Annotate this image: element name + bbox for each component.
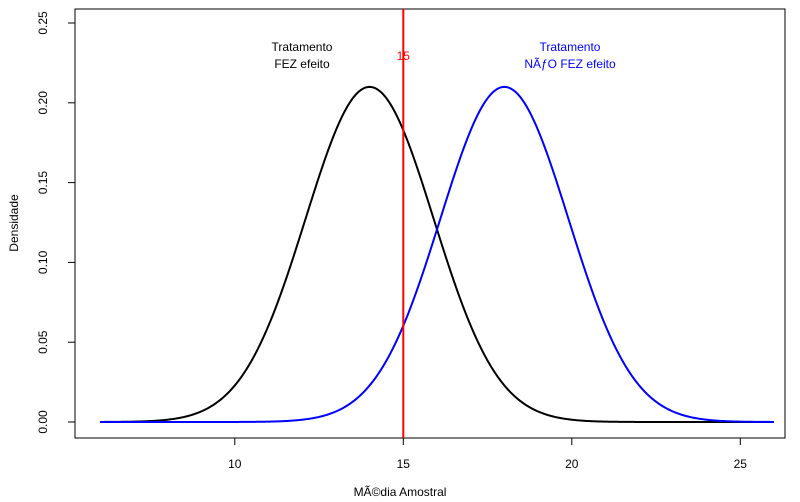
y-tick-label: 0.05 [36,330,50,354]
x-tick-label: 10 [228,457,242,471]
y-tick-label: 0.15 [36,171,50,195]
annotation-line: Tratamento [272,40,333,54]
plot-box [74,8,786,439]
curves: 15 [100,9,774,438]
y-tick-label: 0.25 [36,11,50,35]
x-tick-label: 25 [734,457,748,471]
y-tick-label: 0.00 [36,410,50,434]
annotations: Tratamento FEZ efeito Tratamento NÃƒO FEZ e… [272,40,616,71]
x-axis: 10 15 20 25 [228,437,748,471]
x-tick-label: 20 [565,457,579,471]
y-tick-label: 0.10 [36,250,50,274]
density-curve-2 [100,85,774,423]
annotation-line: FEZ efeito [274,57,330,71]
density-curve-1 [100,85,774,423]
annotation-1: Tratamento FEZ efeito [272,40,333,71]
x-axis-label: MÃ©dia Amostral [354,485,447,499]
annotation-line: NÃƒO FEZ efeito [524,57,616,71]
y-tick-label: 0.20 [36,91,50,115]
y-axis: 0.00 0.05 0.10 0.15 0.20 0.25 [36,11,76,434]
vline-label: 15 [397,49,411,63]
annotation-2: Tratamento NÃƒO FEZ efeito [524,40,616,71]
y-axis-label: Densidade [7,194,21,252]
annotation-line: Tratamento [540,40,601,54]
x-tick-label: 15 [397,457,411,471]
